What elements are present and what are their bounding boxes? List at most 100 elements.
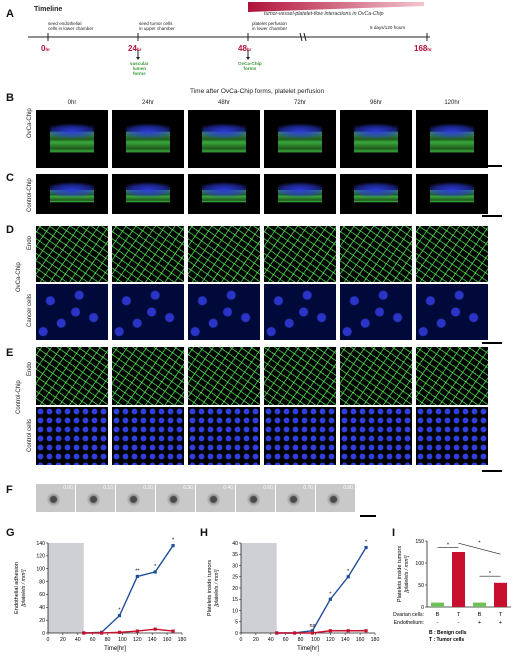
ovca-cancer-image-1: [112, 284, 184, 340]
time-header-0: 0hr: [67, 100, 77, 106]
y-tick-label: 10: [232, 608, 238, 614]
significance-mark: *: [365, 540, 368, 546]
x-tick-label: 80: [105, 637, 111, 643]
significance-mark: **: [135, 568, 140, 574]
time-row-header: Time after OvCa-Chip forms, platelet per…: [190, 88, 325, 95]
timelapse-frame-time: 0.60: [263, 485, 273, 491]
y-axis-label: Platelets inside tumors: [397, 546, 403, 602]
control-chip-image-3: [264, 174, 336, 214]
series-line-1: [83, 628, 174, 634]
ovca-endo-image-3: [264, 226, 336, 282]
event-3-label: 5 days/120 hours: [370, 25, 406, 30]
ovca-chip-image-0: [36, 110, 108, 168]
y-tick-label: 5: [235, 620, 238, 626]
significance-mark: *: [447, 543, 450, 549]
event-0-time: 0hr: [41, 44, 50, 53]
data-point: [82, 631, 86, 635]
bar-0: [430, 602, 445, 607]
shaded-region: [241, 543, 277, 633]
x-tick-label: 40: [75, 637, 81, 643]
y-tick-label: 120: [36, 554, 45, 560]
data-point: [275, 631, 279, 635]
control-cells-image-0: [36, 407, 108, 465]
panel-label-f: F: [6, 484, 13, 496]
panel-label-d: D: [6, 224, 14, 236]
data-point: [153, 570, 157, 574]
significance-mark: *: [478, 540, 481, 546]
panel-label-b: B: [6, 92, 14, 104]
significance-mark: *: [118, 608, 121, 614]
x-tick-label: 100: [118, 637, 127, 643]
bar-1: [451, 552, 466, 607]
ovca-endo-image-4: [340, 226, 412, 282]
x-tick-label: 140: [341, 637, 350, 643]
ovca-chip-image-1: [112, 110, 184, 168]
control-cells-image-5: [416, 407, 488, 465]
y-tick-label: 0: [235, 631, 238, 637]
endothelium-flag: +: [499, 620, 503, 626]
x-tick-label: 180: [178, 637, 187, 643]
shaded-region: [48, 543, 84, 633]
scale-bar-c: [482, 215, 502, 217]
data-point: [117, 614, 122, 618]
category-label: B: [436, 612, 440, 618]
event-1-outcome: vascular lumen forms: [130, 61, 149, 76]
row-e-bottom-label: Control cells: [27, 418, 33, 452]
chart-platelets-inside-tumors-time: 0 20 40 60 80 100 120 140 160 180 0 5 10 15 20 25 30 35 40…: [207, 540, 380, 653]
timelapse-frame-time: 0.80: [343, 485, 353, 491]
x-tick-label: 60: [283, 637, 289, 643]
panel-label-i: I: [392, 527, 396, 539]
control-cells-image-1: [112, 407, 184, 465]
time-header-3: 72hr: [293, 100, 306, 106]
row-d-bottom-label: Cancer cells: [27, 293, 33, 327]
ovca-cancer-image-3: [264, 284, 336, 340]
x-tick-label: 20: [60, 637, 66, 643]
x-tick-label: 160: [356, 637, 365, 643]
ovca-endo-image-5: [416, 226, 488, 282]
timelapse-frame-time: 0.00: [63, 485, 73, 491]
scale-bar-d: [482, 342, 502, 344]
x-tick-label: 180: [371, 637, 380, 643]
event-3-time: 168hr: [414, 44, 432, 53]
endothelium-flag: +: [478, 620, 482, 626]
endothelium-flag: -: [437, 620, 439, 626]
category-label: T: [457, 612, 461, 618]
control-endo-image-3: [264, 347, 336, 405]
ovca-chip-image-5: [416, 110, 488, 168]
series-line-0: [83, 545, 174, 634]
y-axis-label: Endothelial adhesion: [14, 562, 20, 614]
control-cells-image-2: [188, 407, 260, 465]
timelapse-frame-0: 0.00: [36, 484, 75, 512]
event-1-time: 24hr: [128, 44, 142, 53]
x-axis-label: Time[hr]: [104, 646, 126, 652]
x-tick-label: 0: [240, 637, 243, 643]
control-chip-image-0: [36, 174, 108, 214]
panel-label-e: E: [6, 347, 14, 359]
control-chip-image-1: [112, 174, 184, 214]
x-tick-label: 160: [163, 637, 172, 643]
y-tick-label: 60: [39, 592, 45, 598]
event-2-outcome: OvCa-Chip forms: [238, 61, 262, 71]
timelapse-frame-time: 0.10: [103, 485, 113, 491]
control-endo-image-5: [416, 347, 488, 405]
control-endo-image-4: [340, 347, 412, 405]
data-point: [328, 597, 332, 601]
x-tick-label: 140: [148, 637, 157, 643]
timeline-title: Timeline: [34, 6, 63, 13]
x-tick-label: 60: [90, 637, 96, 643]
event-1-label: seed tumor cells in upper chamber: [139, 21, 175, 31]
row-e-group: Control-Chip: [16, 380, 22, 414]
timelapse-frame-2: 0.20: [116, 484, 155, 512]
y-tick-label: 20: [39, 618, 45, 624]
row-b-label: OvCa-Chip: [27, 108, 33, 138]
control-cells-image-4: [340, 407, 412, 465]
y-tick-label: 100: [36, 567, 45, 573]
data-point: [293, 631, 297, 635]
y-tick-label: 80: [39, 579, 45, 585]
time-header-4: 96hr: [369, 100, 382, 106]
time-header-2: 48hr: [217, 100, 230, 106]
row-d-top-label: Endo: [27, 235, 33, 250]
data-point: [171, 629, 175, 633]
timelapse-frame-time: 0.20: [143, 485, 153, 491]
y-axis-unit: [platelets / mm²]: [404, 555, 410, 593]
